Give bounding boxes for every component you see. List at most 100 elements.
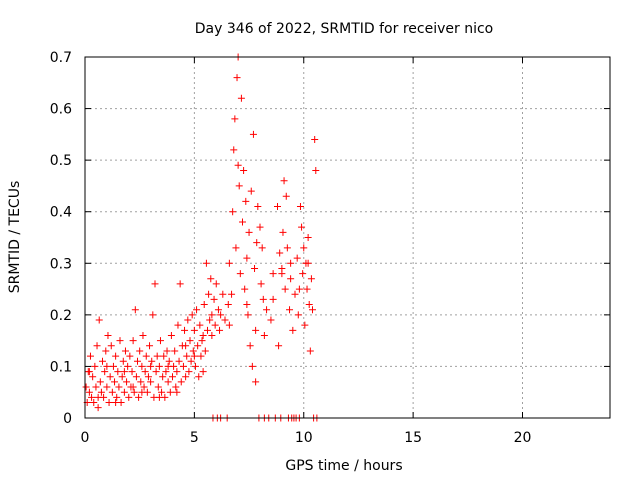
data-point: [295, 285, 303, 293]
data-point: [304, 259, 312, 267]
data-point: [229, 208, 237, 216]
data-point: [267, 316, 275, 324]
data-point: [155, 362, 163, 370]
data-point: [151, 280, 159, 288]
data-point: [156, 337, 164, 345]
data-point: [128, 368, 136, 376]
data-point: [131, 306, 139, 314]
data-point: [183, 352, 191, 360]
data-point: [254, 203, 262, 211]
data-point: [199, 368, 207, 376]
data-point: [92, 383, 100, 391]
data-point: [202, 259, 210, 267]
data-point: [259, 295, 267, 303]
data-point: [230, 146, 238, 154]
data-point: [118, 373, 126, 381]
data-point: [144, 373, 152, 381]
data-point: [155, 393, 163, 401]
data-point: [208, 311, 216, 319]
data-point: [149, 311, 157, 319]
data-point: [269, 295, 277, 303]
data-point: [182, 373, 190, 381]
data-point: [190, 352, 198, 360]
data-point: [119, 357, 127, 365]
data-point: [107, 342, 115, 350]
data-point: [198, 337, 206, 345]
data-point: [200, 301, 208, 309]
data-point: [231, 115, 239, 123]
data-point: [116, 337, 124, 345]
data-point: [252, 378, 260, 386]
data-point: [167, 331, 175, 339]
data-point: [312, 166, 320, 174]
data-point: [103, 362, 111, 370]
data-point: [306, 347, 314, 355]
data-point: [294, 311, 302, 319]
data-point: [211, 321, 219, 329]
data-point: [208, 331, 216, 339]
data-point: [219, 290, 227, 298]
data-point: [142, 352, 150, 360]
data-point: [246, 342, 254, 350]
y-tick-label: 0.1: [50, 359, 72, 375]
y-tick-label: 0.4: [50, 205, 72, 221]
data-point: [85, 388, 93, 396]
data-point: [194, 342, 202, 350]
y-tick-label: 0.5: [50, 153, 72, 169]
data-point: [283, 244, 291, 252]
data-point: [275, 342, 283, 350]
data-point: [140, 383, 148, 391]
data-point: [205, 290, 213, 298]
data-point: [204, 326, 211, 334]
data-point: [132, 373, 140, 381]
data-point: [146, 342, 154, 350]
data-point: [169, 373, 176, 381]
data-point: [120, 368, 128, 376]
y-axis-label: SRMTID / TECUs: [7, 181, 23, 294]
data-point: [300, 244, 308, 252]
data-point: [175, 357, 183, 365]
data-point: [181, 326, 189, 334]
data-point: [304, 234, 312, 241]
data-point: [177, 378, 185, 386]
x-tick-label: 10: [295, 430, 313, 446]
data-point: [280, 177, 288, 185]
data-point: [123, 378, 131, 386]
data-point: [147, 362, 155, 370]
data-point: [257, 280, 265, 288]
data-point: [121, 347, 129, 355]
data-point: [162, 368, 170, 376]
data-point: [301, 321, 309, 329]
data-point: [166, 388, 174, 396]
data-point: [85, 368, 93, 376]
data-point: [278, 270, 286, 278]
data-point: [141, 368, 149, 376]
data-point: [172, 383, 180, 391]
data-point: [148, 357, 156, 365]
data-point: [293, 254, 301, 262]
data-point: [129, 337, 137, 345]
data-point: [187, 357, 195, 365]
data-point: [303, 285, 311, 293]
data-point: [201, 347, 209, 355]
data-point: [138, 388, 146, 396]
data-point: [243, 301, 251, 309]
data-point: [207, 275, 215, 283]
data-point: [239, 218, 246, 226]
y-tick-label: 0.3: [50, 256, 72, 272]
data-point: [137, 378, 145, 386]
data-point: [225, 259, 233, 267]
data-point: [101, 368, 109, 376]
data-point: [260, 331, 268, 339]
data-point: [289, 326, 297, 334]
axis-ticks: 0 5 10 15 20 0 0.1 0.2 0.3 0.4 0.5 0.6 0.7: [50, 50, 610, 446]
data-point: [224, 301, 232, 309]
data-point: [103, 383, 111, 391]
data-point: [164, 362, 172, 370]
data-point: [186, 337, 194, 345]
data-point: [263, 306, 271, 314]
data-point: [171, 347, 179, 355]
data-point: [88, 393, 96, 401]
data-point: [195, 373, 203, 381]
